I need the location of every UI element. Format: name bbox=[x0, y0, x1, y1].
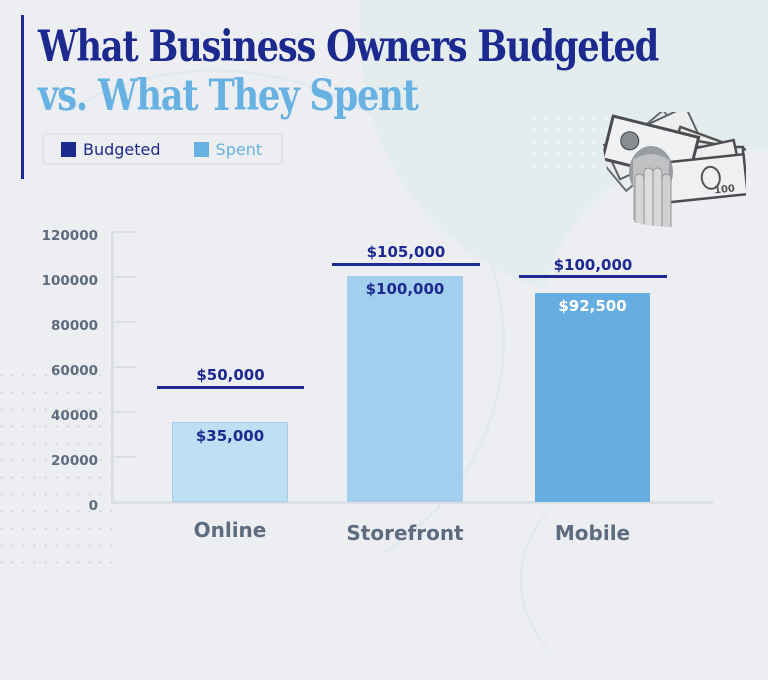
legend-swatch-spent bbox=[193, 141, 209, 157]
x-category-mobile: Mobile bbox=[554, 521, 631, 545]
y-tick-label: 120000 bbox=[41, 228, 98, 244]
legend-item-budgeted: Budgeted bbox=[61, 140, 161, 159]
budget-label-mobile: $100,000 bbox=[553, 256, 633, 274]
y-tick-mark bbox=[112, 276, 137, 278]
x-category-online: Online bbox=[193, 518, 267, 542]
y-tick-mark bbox=[112, 366, 137, 368]
legend-swatch-budgeted bbox=[61, 141, 76, 157]
spent-label-storefront: $100,000 bbox=[365, 280, 445, 298]
legend-label: Budgeted bbox=[83, 139, 161, 159]
spent-bar-storefront: $100,000 bbox=[347, 276, 463, 502]
budget-line-storefront bbox=[332, 263, 480, 266]
x-category-storefront: Storefront bbox=[346, 521, 464, 545]
y-tick-label: 0 bbox=[88, 498, 98, 514]
title-accent-line bbox=[21, 15, 24, 179]
y-tick-mark bbox=[112, 456, 137, 458]
money-illustration-icon: 100 100 bbox=[600, 112, 746, 227]
spent-bar-mobile: $92,500 bbox=[535, 293, 650, 502]
y-tick-mark bbox=[112, 321, 137, 323]
y-tick-label: 100000 bbox=[41, 273, 98, 289]
budget-label-storefront: $105,000 bbox=[366, 243, 446, 261]
spent-label-online: $35,000 bbox=[195, 427, 265, 445]
dot-pattern bbox=[528, 112, 618, 172]
y-tick-label: 20000 bbox=[51, 453, 98, 469]
budget-label-online: $50,000 bbox=[196, 366, 265, 384]
y-tick-label: 60000 bbox=[51, 363, 98, 379]
bar-chart: 120000 100000 80000 60000 40000 20000 0 … bbox=[41, 228, 713, 545]
y-tick-mark bbox=[112, 411, 137, 413]
spent-bar-online: $35,000 bbox=[172, 422, 288, 502]
spent-label-mobile: $92,500 bbox=[558, 297, 627, 315]
dot-pattern bbox=[0, 367, 112, 577]
legend: Budgeted Spent bbox=[42, 133, 283, 165]
legend-item-spent: Spent bbox=[193, 139, 263, 159]
legend-label: Spent bbox=[215, 139, 263, 159]
x-axis bbox=[111, 501, 713, 504]
chart-subtitle: vs. What They Spent bbox=[38, 71, 419, 121]
chart-title: What Business Owners Budgeted bbox=[38, 22, 659, 72]
y-tick-label: 40000 bbox=[51, 408, 98, 424]
budget-line-mobile bbox=[519, 275, 667, 278]
budget-line-online bbox=[157, 386, 304, 389]
svg-text:100: 100 bbox=[714, 183, 736, 196]
y-tick-label: 80000 bbox=[51, 318, 98, 334]
y-tick-mark bbox=[112, 231, 137, 233]
